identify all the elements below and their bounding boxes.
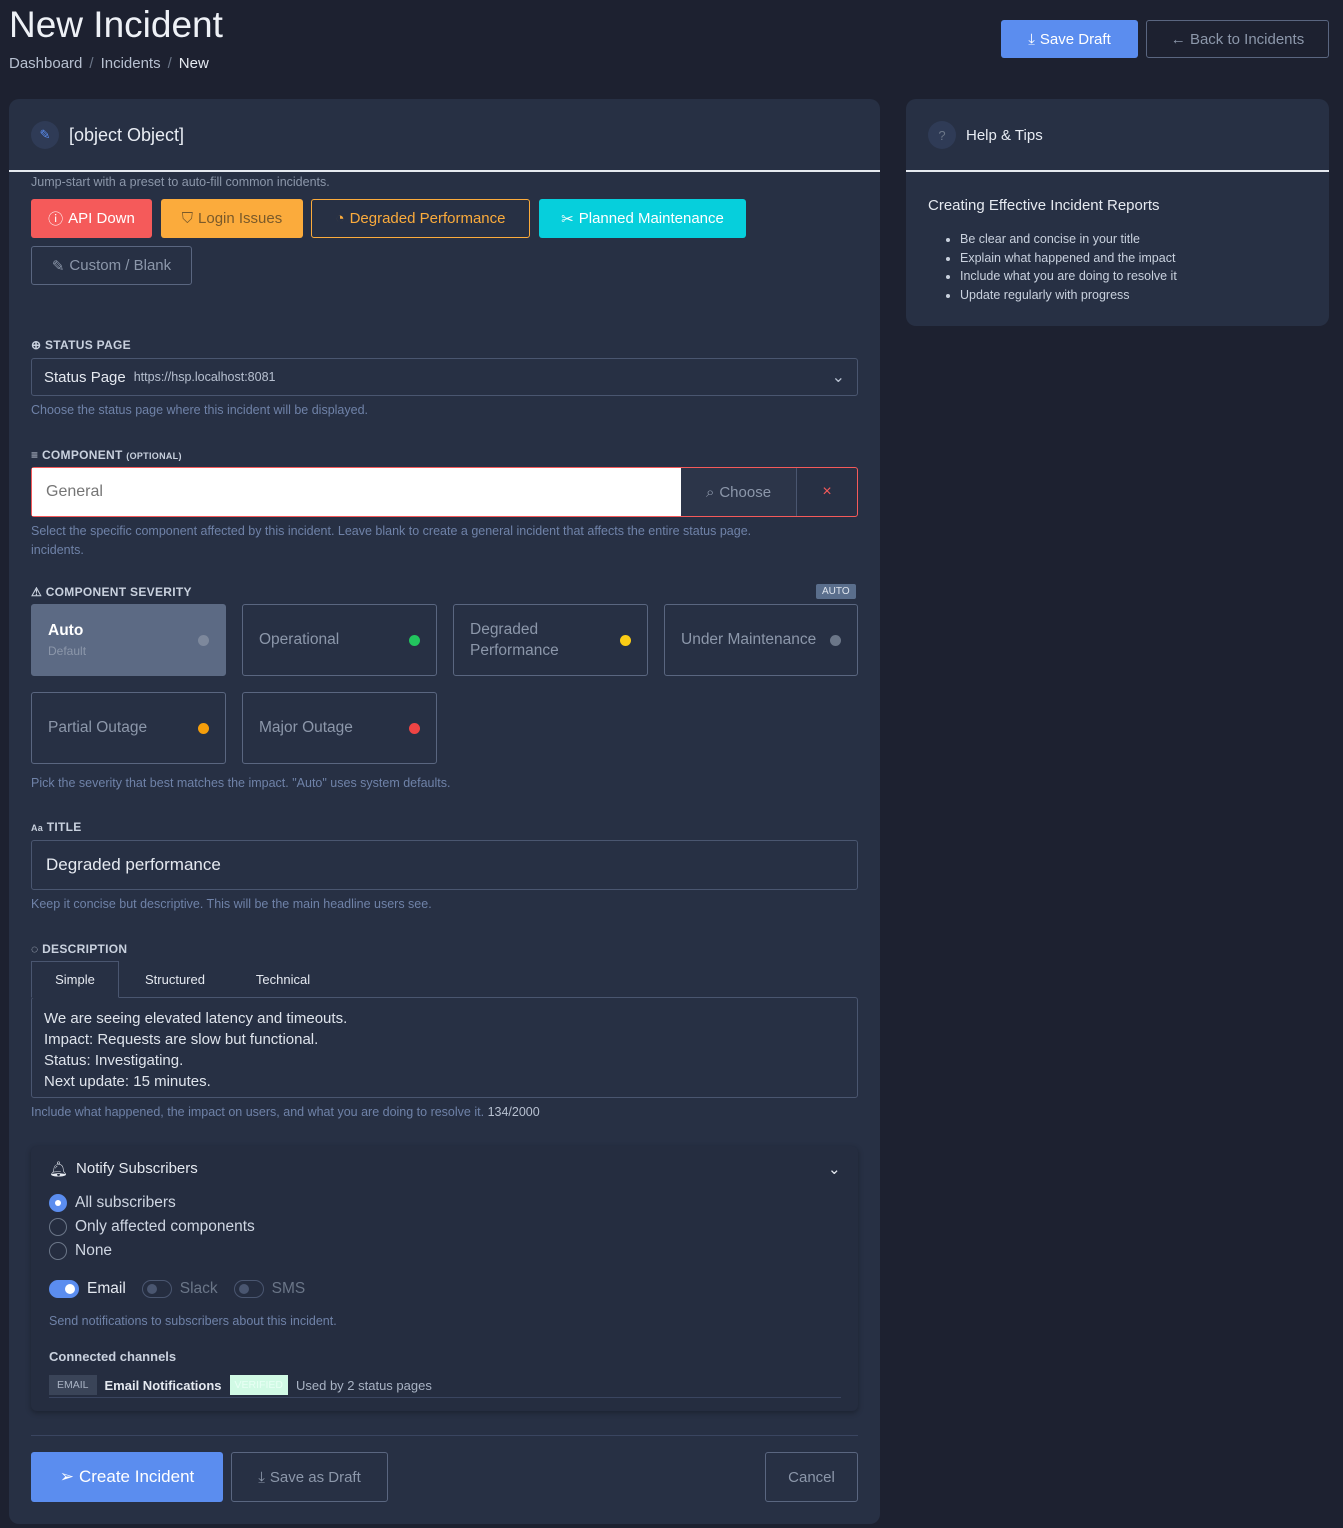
save-draft-button[interactable]: ⤓ Save Draft: [1001, 20, 1138, 58]
help-card: ? Help & Tips Creating Effective Incident…: [906, 99, 1329, 326]
char-count: 134/2000: [487, 1105, 540, 1119]
tools-icon: ✂: [561, 210, 574, 228]
cancel-button[interactable]: Cancel: [765, 1452, 858, 1502]
back-to-incidents-button[interactable]: ← Back to Incidents: [1146, 20, 1329, 58]
download-icon: ⤓: [258, 1468, 265, 1486]
radio-none[interactable]: None: [49, 1242, 112, 1260]
status-dot: [198, 722, 209, 734]
tab-simple[interactable]: Simple: [31, 961, 119, 998]
preset-hint: Jump-start with a preset to auto-fill co…: [31, 175, 330, 189]
preset-api-down[interactable]: ⓘ API Down: [31, 199, 152, 238]
text-icon: Aa: [31, 823, 44, 833]
divider: [9, 170, 880, 172]
gauge-icon: ◔: [335, 210, 345, 227]
breadcrumb: Dashboard / Incidents / New: [9, 55, 209, 72]
tab-technical[interactable]: Technical: [255, 972, 311, 987]
warning-icon: ⚠: [31, 585, 46, 599]
send-icon: ➢: [59, 1467, 74, 1486]
component-input[interactable]: [32, 468, 681, 516]
choose-component-button[interactable]: ⌕ Choose: [681, 468, 797, 516]
status-dot: [830, 634, 841, 646]
preset-login-issues[interactable]: ⛉ Login Issues: [161, 199, 303, 238]
breadcrumb-dashboard[interactable]: Dashboard: [9, 55, 83, 72]
preset-custom-blank[interactable]: ✎ Custom / Blank: [31, 246, 192, 285]
email-toggle[interactable]: [49, 1280, 79, 1298]
clear-component-button[interactable]: ×: [822, 483, 832, 500]
notify-panel: [31, 1146, 858, 1411]
divider: [906, 170, 1329, 172]
radio-all-subscribers[interactable]: All subscribers: [49, 1194, 176, 1212]
verified-badge: VERIFIED: [229, 1375, 288, 1395]
preset-planned-maintenance[interactable]: ✂ Planned Maintenance: [539, 199, 746, 238]
breadcrumb-current: New: [178, 55, 209, 72]
status-dot: [198, 634, 209, 646]
severity-maintenance[interactable]: Under Maintenance: [664, 604, 858, 676]
pencil-icon: ✎: [31, 121, 59, 149]
severity-operational[interactable]: Operational: [242, 604, 437, 676]
radio-affected-components[interactable]: Only affected components: [49, 1218, 255, 1236]
status-page-select[interactable]: Status Page https://hsp.localhost:8081 ⌄: [31, 358, 858, 396]
slack-toggle[interactable]: [141, 1280, 172, 1298]
bell-icon: 🔔︎: [49, 1161, 69, 1178]
comment-icon: ◌: [31, 942, 43, 956]
create-incident-button[interactable]: ➢ Create Incident: [31, 1452, 223, 1502]
tab-structured[interactable]: Structured: [145, 972, 205, 987]
severity-auto[interactable]: Auto Default: [31, 604, 226, 676]
globe-icon: ⊕: [31, 338, 45, 352]
chevron-down-icon[interactable]: ⌄: [828, 1161, 841, 1178]
severity-partial-outage[interactable]: Partial Outage: [31, 692, 226, 764]
card-title: [object Object]: [69, 124, 185, 145]
shield-icon: ⛉: [181, 210, 194, 227]
sms-toggle[interactable]: [233, 1280, 264, 1298]
status-dot: [409, 722, 420, 734]
search-icon: ⌕: [705, 483, 715, 501]
auto-badge: AUTO: [816, 584, 856, 599]
chevron-down-icon: ⌄: [831, 369, 845, 386]
description-textarea[interactable]: We are seeing elevated latency and timeo…: [31, 997, 858, 1098]
download-icon: ⤓: [1028, 30, 1035, 48]
alert-icon: ⓘ: [48, 211, 64, 228]
breadcrumb-incidents[interactable]: Incidents: [100, 55, 161, 72]
status-dot: [409, 634, 420, 646]
connected-channel-row: EMAIL Email Notifications VERIFIED Used …: [49, 1373, 841, 1398]
tips-list: Be clear and concise in your titleExplai…: [960, 230, 1177, 304]
severity-degraded[interactable]: Degraded Performance: [453, 604, 648, 676]
page-title: New Incident: [9, 4, 223, 45]
save-as-draft-button[interactable]: ⤓ Save as Draft: [231, 1452, 388, 1502]
preset-degraded-performance[interactable]: ◔ Degraded Performance: [311, 199, 530, 238]
notify-header[interactable]: 🔔︎ Notify Subscribers: [49, 1160, 198, 1178]
component-picker: ⌕Choose ×: [31, 467, 858, 517]
severity-major-outage[interactable]: Major Outage: [242, 692, 437, 764]
question-icon: ?: [928, 121, 956, 149]
title-input[interactable]: Degraded performance: [31, 840, 858, 890]
edit-icon: ✎: [51, 257, 65, 275]
divider: [31, 1435, 858, 1436]
status-dot: [620, 634, 631, 646]
database-icon: ≡: [31, 448, 42, 462]
status-page-label: STATUS PAGE: [45, 338, 131, 352]
